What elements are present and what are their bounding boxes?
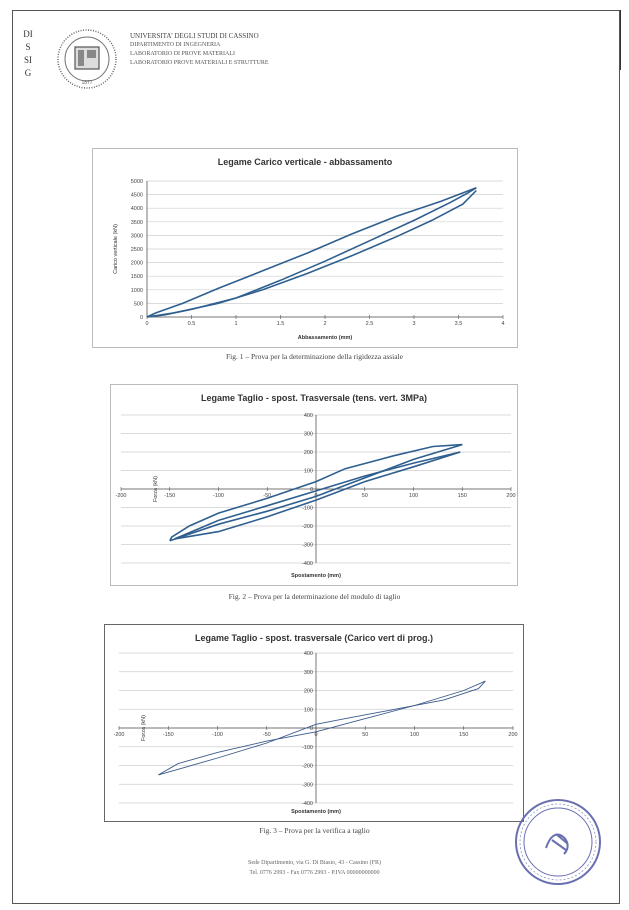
y-tick-label: 0 (140, 315, 143, 321)
x-tick-label: 0 (145, 321, 148, 327)
x-tick-label: 3 (412, 321, 415, 327)
chart-2-title: Legame Taglio - spost. Trasversale (tens… (201, 393, 427, 403)
chart-3-frame: Legame Taglio - spost. trasversale (Cari… (104, 624, 524, 822)
y-tick-label: 0 (310, 487, 313, 493)
y-axis-label: Forza (kN) (153, 476, 159, 502)
y-tick-label: 4000 (131, 206, 143, 212)
x-tick-label: -100 (212, 732, 223, 738)
y-tick-label: 500 (134, 301, 143, 307)
header-line: DIPARTIMENTO DI INGEGNERIA (130, 42, 221, 48)
chart-2-plot: -400 -300 -200 -100 0 100 200 300 400 -200 -150 -10… (115, 413, 515, 579)
y-axis-label: Forza (kN) (141, 715, 147, 741)
chart-1-plot: 0 500 1000 1500 2000 2500 3000 3500 4000 4500 5000… (113, 179, 505, 341)
header-line: LABORATORIO PROVE MATERIALI E STRUTTURE (130, 60, 269, 66)
x-tick-label: 2.5 (366, 321, 374, 327)
y-tick-label: 400 (304, 413, 313, 419)
x-tick-label: -150 (163, 732, 174, 738)
footer: Sede Dipartimento, via G. Di Biasio, 43 … (0, 858, 629, 878)
x-tick-label: 50 (362, 732, 368, 738)
x-tick-label: 2 (323, 321, 326, 327)
y-tick-label: 400 (304, 651, 313, 657)
series-line (169, 443, 463, 542)
y-tick-label: 4500 (131, 193, 143, 199)
y-tick-label: -100 (302, 506, 313, 512)
series-line (174, 451, 461, 540)
side-letter: DI (23, 29, 33, 39)
y-tick-label: -200 (302, 764, 313, 770)
logo-year: 1877 (81, 80, 92, 86)
y-tick-label: 5000 (131, 179, 143, 185)
x-tick-label: -150 (164, 493, 175, 499)
y-tick-label: 2000 (131, 261, 143, 267)
series-line (146, 189, 477, 318)
x-axis-label: Abbassamento (mm) (298, 335, 353, 341)
x-tick-label: 100 (410, 732, 419, 738)
y-tick-label: 3500 (131, 220, 143, 226)
series-line (169, 443, 463, 542)
chart-3-title: Legame Taglio - spost. trasversale (Cari… (195, 633, 433, 643)
chart-1-frame: Legame Carico verticale - abbassamento 0… (92, 148, 518, 348)
chart-3-plot: -400 -300 -200 -100 0 100 200 300 400 -200 -150 -10… (113, 651, 517, 815)
margin-line (620, 10, 621, 70)
y-tick-label: 300 (304, 670, 313, 676)
university-seal-logo: 1877 (56, 28, 118, 90)
series-line (158, 680, 486, 776)
y-tick-label: 300 (304, 432, 313, 438)
series-line (174, 451, 461, 540)
x-tick-label: -100 (213, 493, 224, 499)
side-letters: DI S SI G (20, 28, 36, 80)
y-tick-label: 2500 (131, 247, 143, 253)
y-tick-label: 100 (304, 707, 313, 713)
chart-2-frame: Legame Taglio - spost. Trasversale (tens… (110, 384, 518, 586)
y-tick-label: 100 (304, 469, 313, 475)
side-letter: G (24, 68, 32, 78)
x-tick-label: 100 (409, 493, 418, 499)
y-tick-label: -300 (302, 782, 313, 788)
series-line (146, 187, 477, 318)
y-axis-label: Carico verticale (kN) (113, 224, 119, 274)
x-tick-label: 0.5 (188, 321, 196, 327)
chart-1-caption: Fig. 1 – Prova per la determinazione del… (225, 352, 403, 361)
x-tick-label: 200 (506, 493, 515, 499)
y-tick-label: 200 (304, 450, 313, 456)
chart-2-caption: Fig. 2 – Prova per la determinazione del… (228, 592, 401, 601)
x-tick-label: 200 (508, 732, 517, 738)
y-tick-label: -100 (302, 745, 313, 751)
x-tick-label: 3.5 (455, 321, 463, 327)
y-tick-label: -200 (302, 524, 313, 530)
chart-1-title: Legame Carico verticale - abbassamento (217, 157, 393, 167)
x-tick-label: -50 (263, 493, 271, 499)
x-tick-label: 150 (458, 493, 467, 499)
x-tick-label: -200 (113, 732, 124, 738)
letterhead-text: UNIVERSITA' DEGLI STUDI DI CASSINO DIPAR… (130, 32, 430, 68)
y-tick-label: 3000 (131, 233, 143, 239)
x-tick-label: 150 (459, 732, 468, 738)
chart-3-caption: Fig. 3 – Prova per la verifica a taglio (259, 826, 370, 835)
x-axis-label: Spostamento (mm) (291, 573, 341, 579)
official-stamp (512, 796, 604, 888)
x-tick-label: -50 (263, 732, 271, 738)
x-axis-label: Spostamento (mm) (291, 809, 341, 815)
header-line: LABORATORIO DI PROVE MATERIALI (130, 51, 236, 57)
y-tick-label: -400 (302, 801, 313, 807)
series-line (158, 680, 486, 776)
y-tick-label: 0 (310, 726, 313, 732)
x-tick-label: 1 (234, 321, 237, 327)
side-letter: S (25, 42, 31, 52)
y-tick-label: 1000 (131, 288, 143, 294)
letterhead: DI S SI G 1877 UNIVERSITA' DEGLI STUDI D… (20, 28, 420, 108)
footer-line: Sede Dipartimento, via G. Di Biasio, 43 … (248, 860, 381, 866)
y-tick-label: -400 (302, 561, 313, 567)
footer-line: Tel. 0776 2993 - Fax 0776 2993 - P.IVA 0… (249, 870, 380, 876)
x-tick-label: 4 (501, 321, 504, 327)
header-line: UNIVERSITA' DEGLI STUDI DI CASSINO (130, 32, 259, 40)
y-tick-label: 1500 (131, 274, 143, 280)
x-tick-label: 50 (362, 493, 368, 499)
x-tick-label: 1.5 (277, 321, 285, 327)
y-tick-label: -300 (302, 543, 313, 549)
y-tick-label: 200 (304, 689, 313, 695)
x-tick-label: -200 (115, 493, 126, 499)
side-letter: SI (23, 55, 32, 65)
